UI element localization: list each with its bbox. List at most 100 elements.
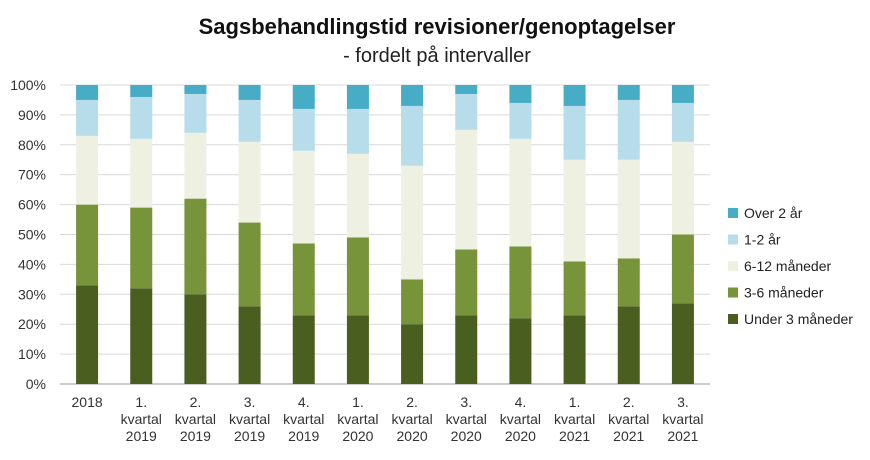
bar-segment xyxy=(671,85,694,103)
bar-segment xyxy=(617,99,640,160)
bar-segment xyxy=(563,159,586,262)
x-tick-line: kvartal xyxy=(229,411,270,427)
bar-segment xyxy=(401,165,424,280)
y-axis-ticks: 0% 10% 20% 30% 40% 50% 60% 70% 80% 90% 100% xyxy=(10,77,46,392)
legend-label: 1-2 år xyxy=(744,232,781,248)
gridlines xyxy=(60,84,710,385)
y-tick-label: 10% xyxy=(18,346,46,362)
x-tick-label: 2. kvartal 2019 xyxy=(175,394,216,444)
x-tick-label: 1. kvartal 2020 xyxy=(337,394,378,444)
bar-segment xyxy=(76,285,99,384)
y-tick-label: 90% xyxy=(18,107,46,123)
bar-segment xyxy=(401,279,424,325)
x-tick-line: 2021 xyxy=(559,428,590,444)
bar-segment xyxy=(563,261,586,316)
bar-segment xyxy=(455,129,478,250)
x-tick-line: 1. xyxy=(352,394,364,410)
chart-title: Sagsbehandlingstid revisioner/genoptagel… xyxy=(199,14,676,39)
y-tick-label: 0% xyxy=(26,376,46,392)
x-tick-line: kvartal xyxy=(662,411,703,427)
bar-segment xyxy=(238,222,261,307)
legend-swatch xyxy=(728,208,738,218)
bar-segment xyxy=(671,303,694,384)
x-tick-line: 2. xyxy=(623,394,635,410)
bar-segment xyxy=(617,258,640,307)
bar-segment xyxy=(76,85,99,100)
x-tick-line: 2020 xyxy=(397,428,428,444)
x-tick-line: 2020 xyxy=(505,428,536,444)
bar-segment xyxy=(617,85,640,100)
bar-segment xyxy=(346,153,369,238)
legend-label: Under 3 måneder xyxy=(744,311,853,327)
legend-swatch xyxy=(728,314,738,324)
chart-subtitle: - fordelt på intervaller xyxy=(343,45,531,67)
y-tick-label: 100% xyxy=(10,77,46,93)
bar-segment xyxy=(455,249,478,316)
x-tick-line: kvartal xyxy=(554,411,595,427)
x-tick-line: kvartal xyxy=(446,411,487,427)
x-tick-line: 2018 xyxy=(72,394,103,410)
y-tick-label: 60% xyxy=(18,197,46,213)
bar-segment xyxy=(184,85,207,94)
y-tick-label: 50% xyxy=(18,227,46,243)
x-tick-line: 3. xyxy=(677,394,689,410)
x-tick-line: kvartal xyxy=(337,411,378,427)
x-tick-line: kvartal xyxy=(391,411,432,427)
legend-label: 6-12 måneder xyxy=(744,258,832,274)
bar-segment xyxy=(563,85,586,106)
x-tick-line: 4. xyxy=(515,394,527,410)
bar-segment xyxy=(238,85,261,100)
bar-segment xyxy=(509,85,532,103)
bar-segment xyxy=(401,324,424,384)
x-tick-line: 2. xyxy=(406,394,418,410)
bar-segment xyxy=(292,315,315,384)
x-tick-line: 1. xyxy=(135,394,147,410)
bar-segment xyxy=(509,318,532,384)
x-tick-line: 3. xyxy=(244,394,256,410)
x-tick-line: 3. xyxy=(460,394,472,410)
x-tick-line: kvartal xyxy=(175,411,216,427)
x-tick-label: 3. kvartal 2019 xyxy=(229,394,270,444)
x-tick-label: 4. kvartal 2019 xyxy=(283,394,324,444)
x-tick-label: 4. kvartal 2020 xyxy=(500,394,541,444)
legend-label: 3-6 måneder xyxy=(744,285,824,301)
x-tick-label: 3. kvartal 2021 xyxy=(662,394,703,444)
y-tick-label: 70% xyxy=(18,167,46,183)
x-tick-label: 1. kvartal 2019 xyxy=(121,394,162,444)
x-tick-line: 4. xyxy=(298,394,310,410)
bar-segment xyxy=(455,315,478,384)
bar-segment xyxy=(346,237,369,316)
bar-segment xyxy=(130,85,153,97)
x-tick-label: 2018 xyxy=(72,394,103,410)
bar-segment xyxy=(563,315,586,384)
bar-segment xyxy=(76,99,99,136)
x-tick-line: 2021 xyxy=(613,428,644,444)
bar-segment xyxy=(238,141,261,223)
x-tick-line: 2020 xyxy=(451,428,482,444)
y-tick-label: 20% xyxy=(18,316,46,332)
bar-segment xyxy=(130,207,153,289)
bar-segment xyxy=(238,99,261,142)
bar-segment xyxy=(130,96,153,139)
bar-segment xyxy=(184,294,207,384)
bar-segment xyxy=(455,85,478,94)
bar-segment xyxy=(184,93,207,133)
y-tick-label: 80% xyxy=(18,137,46,153)
bar-segment xyxy=(671,234,694,304)
x-tick-line: 2019 xyxy=(288,428,319,444)
x-tick-line: kvartal xyxy=(500,411,541,427)
x-tick-label: 2. kvartal 2020 xyxy=(391,394,432,444)
x-tick-label: 3. kvartal 2020 xyxy=(446,394,487,444)
bar-segment xyxy=(617,159,640,259)
bar-segment xyxy=(346,108,369,154)
bar-segment xyxy=(76,135,99,205)
x-tick-line: 2019 xyxy=(180,428,211,444)
bar-segment xyxy=(184,132,207,199)
legend-label: Over 2 år xyxy=(744,205,803,221)
bar-segment xyxy=(292,108,315,151)
bar-segment xyxy=(130,138,153,208)
bar-segment xyxy=(292,85,315,109)
